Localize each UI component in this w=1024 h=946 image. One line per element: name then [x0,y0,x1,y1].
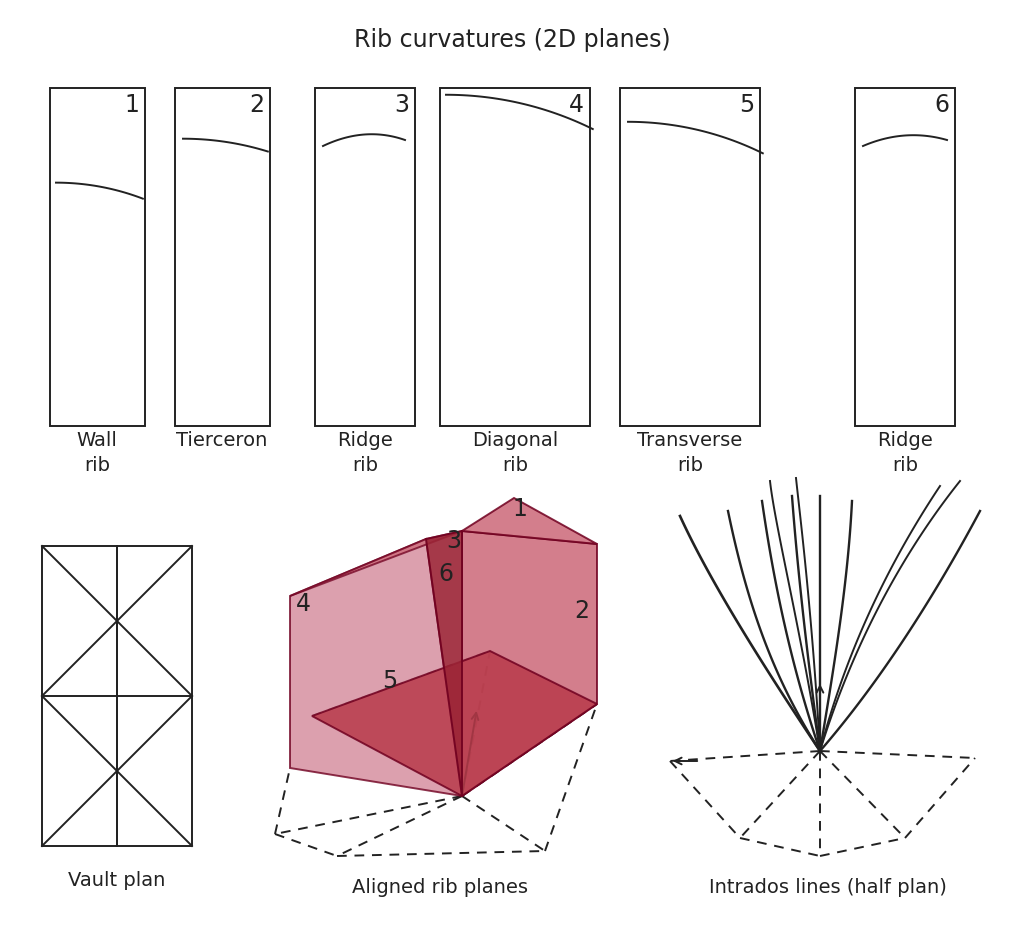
Text: Transverse
rib: Transverse rib [637,431,742,475]
Text: Ridge
rib: Ridge rib [878,431,933,475]
Polygon shape [312,651,597,796]
Text: 4: 4 [569,93,584,117]
Polygon shape [290,539,462,796]
Text: 2: 2 [574,599,590,623]
Text: 2: 2 [249,93,264,117]
Text: Ridge
rib: Ridge rib [337,431,393,475]
Text: 4: 4 [296,592,310,616]
Text: 5: 5 [382,669,397,693]
Text: 6: 6 [934,93,949,117]
Text: 1: 1 [513,497,527,521]
Text: Rib curvatures (2D planes): Rib curvatures (2D planes) [353,28,671,52]
Text: Vault plan: Vault plan [69,871,166,890]
Text: 5: 5 [738,93,754,117]
Text: 1: 1 [124,93,139,117]
Text: Tierceron: Tierceron [176,431,267,450]
Text: Wall
rib: Wall rib [77,431,118,475]
Text: 3: 3 [394,93,409,117]
Polygon shape [426,531,462,796]
Text: Aligned rib planes: Aligned rib planes [352,878,528,897]
Text: Intrados lines (half plan): Intrados lines (half plan) [709,878,947,897]
Text: 3: 3 [446,529,462,553]
Polygon shape [290,531,462,596]
Text: 6: 6 [438,562,454,586]
Text: Diagonal
rib: Diagonal rib [472,431,558,475]
Polygon shape [462,498,597,544]
Polygon shape [462,531,597,796]
